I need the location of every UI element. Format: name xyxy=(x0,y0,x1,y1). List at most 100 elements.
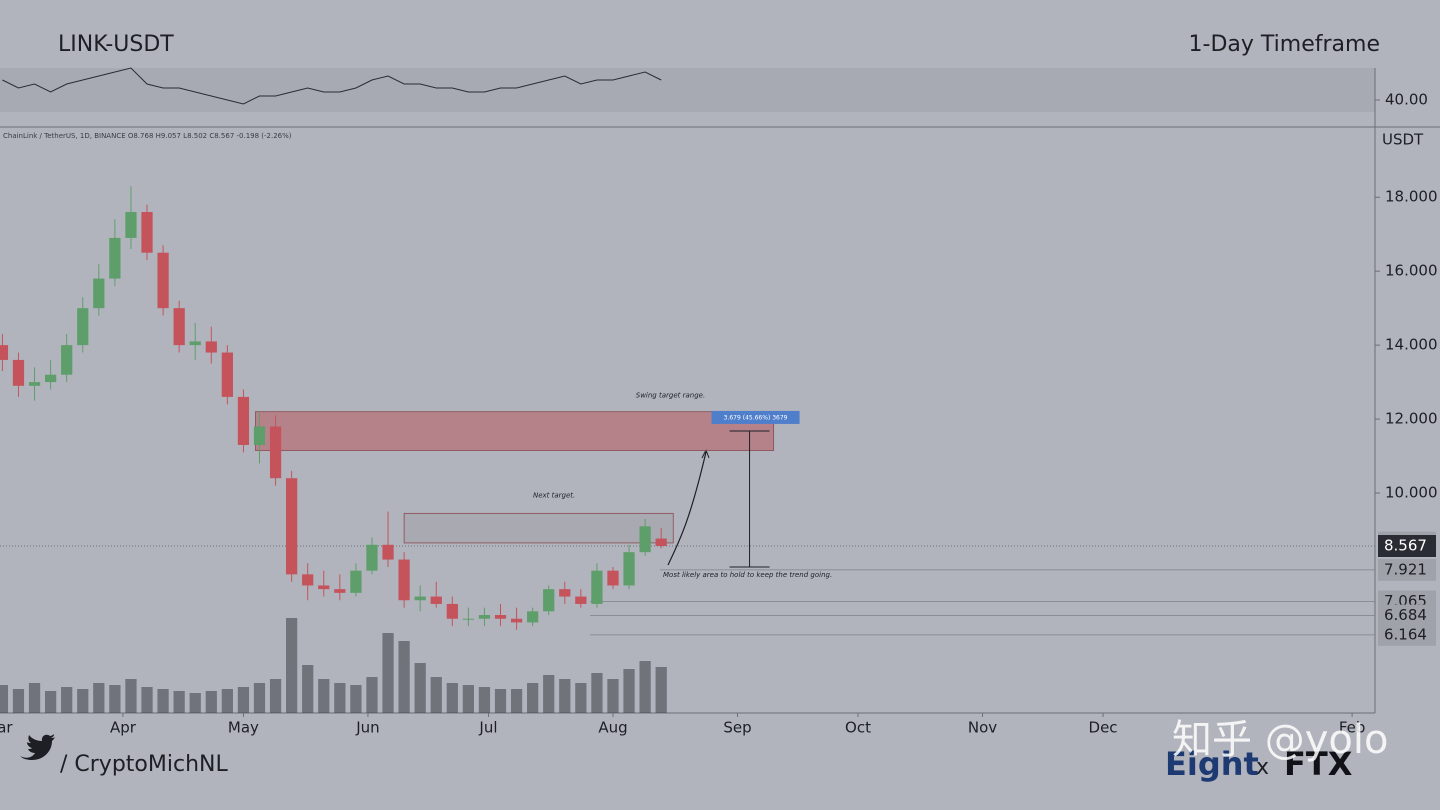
volume-bar xyxy=(366,677,378,713)
level-box xyxy=(1378,623,1436,646)
candle-body xyxy=(318,585,330,590)
volume-bar xyxy=(302,665,314,713)
volume-bar xyxy=(494,689,507,713)
candle-body xyxy=(382,544,394,560)
volume-bar xyxy=(607,679,619,713)
candle-body xyxy=(623,552,635,586)
y-axis-label: USDT xyxy=(1382,131,1424,149)
volume-bar xyxy=(205,691,217,713)
candle-body xyxy=(12,359,25,386)
projection-curve xyxy=(667,451,707,566)
volume-bar xyxy=(189,693,201,713)
candle-body xyxy=(77,308,89,346)
current-price-box xyxy=(1378,534,1436,557)
twitter-icon xyxy=(20,734,55,760)
y-tick-label: 18.000 xyxy=(1385,188,1438,206)
y-tick-label: 12.000 xyxy=(1385,410,1438,428)
y-tick-label: 14.000 xyxy=(1385,336,1438,354)
candle-body xyxy=(61,345,73,375)
candle-body xyxy=(607,570,619,586)
candle-body xyxy=(221,352,233,397)
candle-body xyxy=(543,589,555,612)
level-box xyxy=(1378,558,1436,581)
volume-bar xyxy=(430,677,442,713)
volume-bar xyxy=(334,683,346,713)
volume-bar xyxy=(0,685,9,713)
candle-body xyxy=(189,341,201,346)
x-tick-label: May xyxy=(228,719,259,737)
candle-body xyxy=(655,538,667,546)
candle-body xyxy=(639,526,651,553)
candle-body xyxy=(478,615,491,619)
measure-label-box xyxy=(711,410,800,424)
chart-title: LINK-USDT xyxy=(58,32,174,57)
y-tick-label: 16.000 xyxy=(1385,262,1438,280)
candle-body xyxy=(237,396,250,445)
volume-bar xyxy=(157,689,169,713)
volume-bar xyxy=(398,641,410,713)
volume-bar xyxy=(591,673,603,713)
candle-body xyxy=(446,603,458,619)
brand-separator: x xyxy=(1256,755,1269,780)
footer-handle: / CryptoMichNL xyxy=(60,752,228,777)
indicator-tick-label: 40.00 xyxy=(1385,91,1428,109)
volume-bar xyxy=(109,685,121,713)
candle-body xyxy=(334,589,346,593)
volume-bar xyxy=(221,689,233,713)
candle-body xyxy=(591,570,603,604)
volume-bar xyxy=(639,661,651,713)
candle-body xyxy=(527,611,539,623)
candle-body xyxy=(44,374,57,383)
candle-body xyxy=(205,341,217,353)
candle-body xyxy=(350,570,362,593)
volume-bar xyxy=(44,691,57,713)
zone-label: Next target. xyxy=(533,491,575,499)
candle-body xyxy=(28,382,41,386)
indicator-panel xyxy=(0,68,1375,112)
candle-body xyxy=(253,426,266,445)
volume-bar xyxy=(414,663,426,713)
candle-body xyxy=(141,212,153,253)
candle-body xyxy=(494,615,507,619)
brand-left: Eight xyxy=(1165,745,1259,783)
x-tick-label: Jun xyxy=(355,719,379,737)
zone-label: Swing target range. xyxy=(636,392,705,400)
x-tick-label: Aug xyxy=(598,719,627,737)
volume-bar xyxy=(286,618,298,713)
x-tick-label: Feb xyxy=(1339,719,1366,737)
volume-bar xyxy=(462,685,474,713)
candle-body xyxy=(462,618,474,620)
volume-bar xyxy=(12,689,25,713)
volume-bar xyxy=(350,685,362,713)
legend-text: ChainLink / TetherUS, 1D, BINANCE O8.768… xyxy=(3,132,292,140)
watermark: 知乎 @yolo xyxy=(1172,717,1388,763)
candle-body xyxy=(430,596,442,604)
x-tick-label: Dec xyxy=(1089,719,1118,737)
candle-body xyxy=(510,618,523,623)
volume-bar xyxy=(559,679,571,713)
current-price-label: 8.567 xyxy=(1384,536,1427,554)
volume-bar xyxy=(269,679,282,713)
volume-bar xyxy=(173,691,185,713)
level-box xyxy=(1378,604,1436,627)
volume-bar xyxy=(478,687,491,713)
candle-body xyxy=(366,544,378,571)
candle-body xyxy=(575,596,587,604)
x-tick-label: Jul xyxy=(478,719,497,737)
candle-body xyxy=(414,596,426,601)
volume-bar xyxy=(141,687,153,713)
indicator-line xyxy=(2,67,662,105)
volume-bar xyxy=(527,683,539,713)
measure-label: 3.679 (45.66%) 3679 xyxy=(724,414,788,421)
volume-bar xyxy=(77,689,89,713)
volume-bar xyxy=(655,667,667,713)
candle-body xyxy=(302,574,314,586)
volume-bar xyxy=(543,675,555,713)
candle-body xyxy=(173,308,185,346)
volume-bar xyxy=(382,633,394,713)
volume-bar xyxy=(623,669,635,713)
volume-bar xyxy=(575,683,587,713)
x-tick-label: Sep xyxy=(723,719,751,737)
